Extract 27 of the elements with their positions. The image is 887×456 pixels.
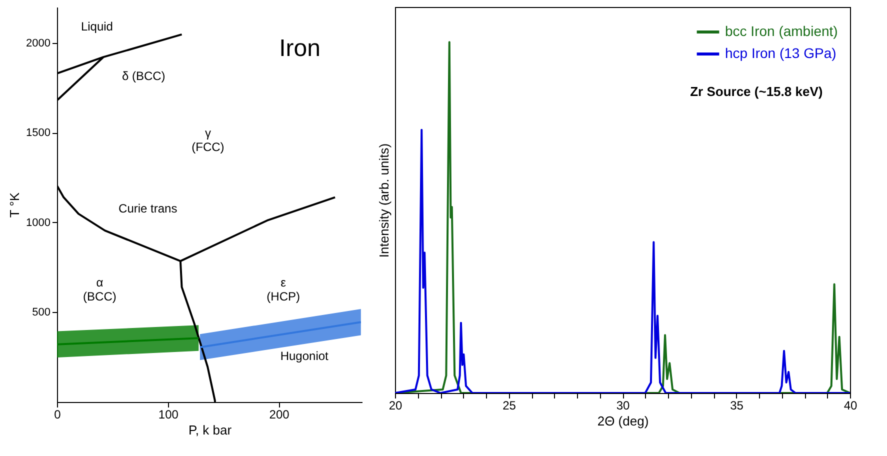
x-tick-label: 200 — [269, 408, 290, 422]
x-tick-label: 35 — [730, 398, 744, 412]
x-tick-label: 40 — [844, 398, 858, 412]
annotation: γ (FCC) — [192, 126, 224, 154]
annotation: δ (BCC) — [122, 69, 166, 84]
y-axis-title: Intensity (arb. units) — [376, 143, 392, 258]
x-tick-label: 25 — [502, 398, 516, 412]
x-axis-title: P, k bar — [188, 422, 232, 438]
annotation: α (BCC) — [83, 275, 116, 304]
x-tick-label: 20 — [388, 398, 402, 412]
y-tick-label: 1500 — [26, 127, 50, 140]
x-axis-title: 2Θ (deg) — [597, 414, 649, 428]
annotation: Curie trans — [118, 201, 178, 216]
x-tick-label: 100 — [158, 408, 179, 422]
legend-label: bcc Iron (ambient) — [725, 23, 838, 39]
annotation: Liquid — [80, 19, 113, 34]
legend-label: hcp Iron (13 GPa) — [725, 45, 836, 61]
annotation: ε (HCP) — [266, 275, 300, 304]
y-tick-label: 1000 — [26, 216, 50, 229]
x-tick-label: 0 — [54, 408, 62, 422]
x-tick-label: 30 — [616, 398, 630, 412]
y-axis-title: T °K — [7, 192, 22, 218]
annotation: Iron — [279, 34, 320, 62]
annotation: Hugoniot — [280, 349, 330, 364]
y-tick-label: 2000 — [26, 37, 50, 50]
y-tick-label: 500 — [32, 306, 50, 319]
annotation: Zr Source (~15.8 keV) — [690, 84, 823, 99]
